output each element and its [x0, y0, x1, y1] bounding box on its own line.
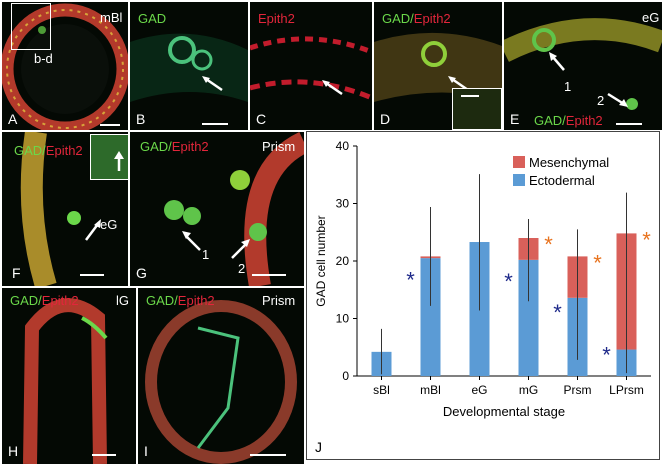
x-tick-label: mBl	[420, 383, 441, 397]
x-tick-label: Prsm	[564, 383, 592, 397]
embryo-image-h	[23, 298, 108, 464]
stage-label: eG	[642, 10, 660, 25]
stage-label: Prism	[262, 293, 296, 308]
cell-number-1: 1	[202, 247, 210, 262]
stain-label: Epith2	[258, 11, 295, 26]
embryo-image-d	[374, 32, 502, 103]
panel-letter: J	[315, 439, 322, 455]
panel-letter: E	[510, 111, 520, 127]
panel-a: b-d mBl A	[2, 2, 128, 130]
y-tick-label: 20	[336, 254, 350, 268]
embryo-image-e	[504, 18, 662, 110]
panel-letter: C	[256, 111, 267, 127]
arrow-icon	[322, 80, 343, 96]
embryo-image-a	[2, 3, 128, 130]
embryo-image-b	[130, 33, 248, 102]
x-tick-label: mG	[519, 383, 538, 397]
asterisk-orange: *	[642, 227, 651, 252]
legend-label-mesenchymal: Mesenchymal	[529, 155, 609, 170]
y-axis-label: GAD cell number	[314, 215, 328, 306]
scale-bar	[80, 274, 104, 276]
scale-bar	[202, 123, 228, 125]
stain-label: GAD/Epith2	[10, 293, 79, 308]
arrow-icon-1	[182, 231, 201, 251]
arrow-icon	[85, 219, 101, 241]
cell-number-2: 2	[597, 93, 605, 108]
scale-bar	[252, 274, 286, 276]
stain-label: GAD/Epith2	[140, 139, 209, 154]
panel-letter: I	[144, 443, 148, 459]
panel-e: eG 1 2 E GAD/Epith2	[504, 2, 662, 130]
scale-bar	[461, 95, 479, 97]
panel-letter: F	[12, 265, 21, 281]
y-tick-label: 40	[336, 139, 350, 153]
stage-label: Prism	[262, 139, 296, 154]
panel-i: GAD/Epith2 Prism I	[138, 288, 304, 464]
cell-number-2: 2	[238, 261, 246, 276]
panel-h: GAD/Epith2 lG H	[2, 288, 136, 464]
embryo-image-i	[145, 300, 297, 464]
inset-image	[90, 134, 128, 180]
bar-ectodermal	[420, 258, 441, 376]
x-axis-label: Developmental stage	[443, 404, 565, 419]
inset-label: b-d	[34, 51, 53, 66]
stage-label: mBl	[100, 10, 123, 25]
stain-label: GAD	[138, 11, 167, 26]
stage-label: eG	[100, 217, 118, 232]
panel-letter: G	[136, 265, 147, 281]
panel-letter: H	[8, 443, 19, 459]
panel-g: GAD/Epith2 Prism 1 2 G	[130, 132, 304, 286]
embryo-image-f	[20, 132, 81, 286]
scale-bar	[100, 124, 120, 126]
x-tick-label: LPrsm	[609, 383, 644, 397]
panel-letter: D	[380, 111, 391, 127]
panel-f: GAD/Epith2 eG F	[2, 132, 128, 286]
stain-label: GAD/Epith2	[146, 293, 215, 308]
x-tick-label: sBl	[373, 383, 390, 397]
embryo-image-g	[164, 132, 304, 286]
y-tick-label: 10	[336, 312, 350, 326]
scale-bar	[250, 454, 286, 456]
y-tick-label: 30	[336, 197, 350, 211]
panel-letter: B	[136, 111, 146, 127]
panel-j-chart: 0 10 20 30 40 sBl mBl eG mG Prsm LPrsm * * * * * * * Mesen…	[306, 131, 660, 460]
panel-c: Epith2 C	[250, 2, 372, 130]
asterisk-orange: *	[593, 250, 602, 275]
arrow-icon-2	[231, 239, 250, 259]
inset-box	[11, 3, 51, 50]
asterisk-orange: *	[544, 232, 553, 257]
asterisk-blue: *	[602, 342, 611, 367]
inset-image	[452, 88, 502, 130]
asterisk-blue: *	[553, 300, 562, 325]
arrow-icon-2	[607, 92, 628, 107]
arrow-icon	[202, 76, 223, 92]
scale-bar	[616, 123, 642, 125]
scale-bar	[92, 454, 116, 456]
cell-number-1: 1	[564, 79, 572, 94]
legend-label-ectodermal: Ectodermal	[529, 173, 595, 188]
asterisk-blue: *	[406, 267, 415, 292]
legend-swatch-mesenchymal	[513, 156, 525, 168]
stain-label: GAD/Epith2	[14, 143, 83, 158]
stain-label: GAD/Epith2	[534, 113, 603, 128]
y-tick-label: 0	[342, 369, 349, 383]
stain-label: GAD/Epith2	[382, 11, 451, 26]
panel-b: GAD B	[130, 2, 248, 130]
arrow-icon-1	[549, 52, 565, 71]
stage-label: lG	[116, 293, 129, 308]
panel-d: GAD/Epith2 D	[374, 2, 502, 130]
x-tick-label: eG	[471, 383, 487, 397]
legend-swatch-ectodermal	[513, 174, 525, 186]
bar-chart: 0 10 20 30 40 sBl mBl eG mG Prsm LPrsm * * * * * * * Mesen…	[314, 139, 651, 419]
arrow-icon	[114, 151, 124, 171]
panel-letter: A	[8, 111, 18, 127]
asterisk-blue: *	[504, 269, 513, 294]
embryo-image-c	[250, 36, 372, 101]
bar-ectodermal	[518, 259, 539, 376]
